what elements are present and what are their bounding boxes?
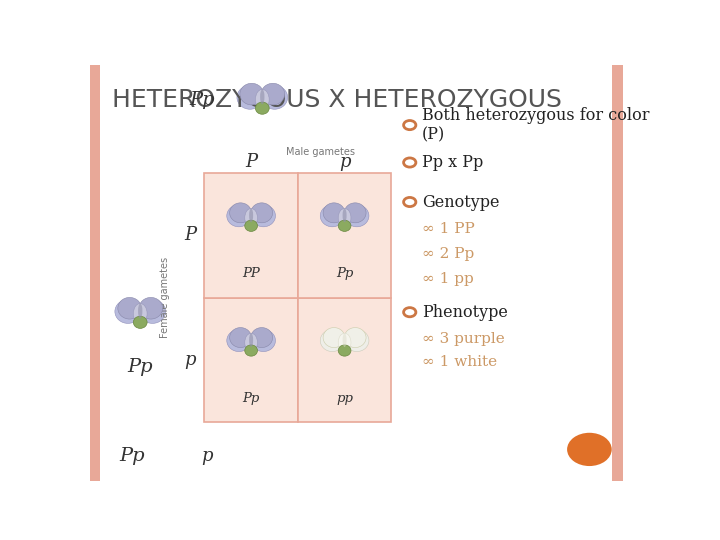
- Text: pp: pp: [336, 392, 353, 405]
- Text: ∞ 3 purple: ∞ 3 purple: [422, 332, 505, 346]
- Text: Pp: Pp: [119, 447, 145, 465]
- Text: Genotype: Genotype: [422, 193, 500, 211]
- Ellipse shape: [345, 329, 369, 352]
- Text: ∞ 1 pp: ∞ 1 pp: [422, 272, 474, 286]
- Text: Phenotype: Phenotype: [422, 303, 508, 321]
- Bar: [298, 298, 392, 422]
- Text: P: P: [245, 153, 257, 171]
- Circle shape: [567, 433, 612, 466]
- Text: Male gametes: Male gametes: [286, 147, 355, 157]
- Text: Pp: Pp: [336, 267, 354, 280]
- Ellipse shape: [338, 208, 351, 227]
- Ellipse shape: [245, 208, 258, 227]
- Ellipse shape: [323, 203, 345, 223]
- Text: Pp x Pp: Pp x Pp: [422, 154, 483, 171]
- Ellipse shape: [338, 345, 351, 356]
- Bar: [204, 298, 298, 422]
- Ellipse shape: [230, 328, 251, 348]
- FancyBboxPatch shape: [90, 65, 100, 481]
- Ellipse shape: [344, 203, 366, 223]
- Text: Pp: Pp: [127, 358, 153, 376]
- Ellipse shape: [256, 90, 269, 110]
- Ellipse shape: [245, 333, 258, 352]
- Text: PP: PP: [242, 267, 260, 280]
- Text: Both heterozygous for color
(P): Both heterozygous for color (P): [422, 107, 649, 144]
- Ellipse shape: [138, 303, 143, 319]
- Text: P: P: [184, 226, 197, 244]
- Ellipse shape: [251, 329, 276, 352]
- Ellipse shape: [338, 220, 351, 232]
- Ellipse shape: [338, 333, 351, 352]
- Bar: [204, 173, 298, 298]
- Ellipse shape: [343, 208, 346, 222]
- Ellipse shape: [343, 333, 346, 347]
- Ellipse shape: [245, 345, 258, 356]
- Ellipse shape: [261, 83, 284, 105]
- Ellipse shape: [230, 203, 251, 223]
- Ellipse shape: [261, 85, 287, 109]
- Ellipse shape: [240, 83, 264, 105]
- Ellipse shape: [139, 298, 163, 319]
- Ellipse shape: [133, 303, 147, 324]
- Text: p: p: [185, 351, 196, 369]
- Ellipse shape: [227, 205, 251, 227]
- Ellipse shape: [345, 205, 369, 227]
- Text: p: p: [202, 447, 213, 465]
- Text: ∞ 1 PP: ∞ 1 PP: [422, 222, 474, 236]
- Text: Pp: Pp: [189, 91, 215, 109]
- Ellipse shape: [320, 329, 344, 352]
- Ellipse shape: [249, 208, 253, 222]
- Text: ∞ 2 Pp: ∞ 2 Pp: [422, 247, 474, 261]
- Ellipse shape: [140, 300, 166, 323]
- Text: Female gametes: Female gametes: [161, 257, 171, 338]
- Ellipse shape: [118, 298, 141, 319]
- Bar: [298, 173, 392, 298]
- Text: ∞ 1 white: ∞ 1 white: [422, 355, 497, 369]
- Ellipse shape: [115, 300, 141, 323]
- Ellipse shape: [256, 102, 269, 114]
- Text: HETEROZYGOUS X HETEROZYGOUS: HETEROZYGOUS X HETEROZYGOUS: [112, 87, 562, 112]
- Ellipse shape: [245, 220, 258, 232]
- FancyBboxPatch shape: [612, 65, 623, 481]
- Ellipse shape: [260, 90, 264, 104]
- Ellipse shape: [133, 316, 147, 328]
- Ellipse shape: [251, 205, 276, 227]
- Text: p: p: [339, 153, 351, 171]
- Ellipse shape: [249, 333, 253, 347]
- Ellipse shape: [227, 329, 251, 352]
- Ellipse shape: [320, 205, 344, 227]
- Ellipse shape: [251, 203, 273, 223]
- Ellipse shape: [251, 328, 273, 348]
- Ellipse shape: [237, 85, 263, 109]
- Ellipse shape: [323, 328, 345, 348]
- Text: Pp: Pp: [243, 392, 260, 405]
- Ellipse shape: [344, 328, 366, 348]
